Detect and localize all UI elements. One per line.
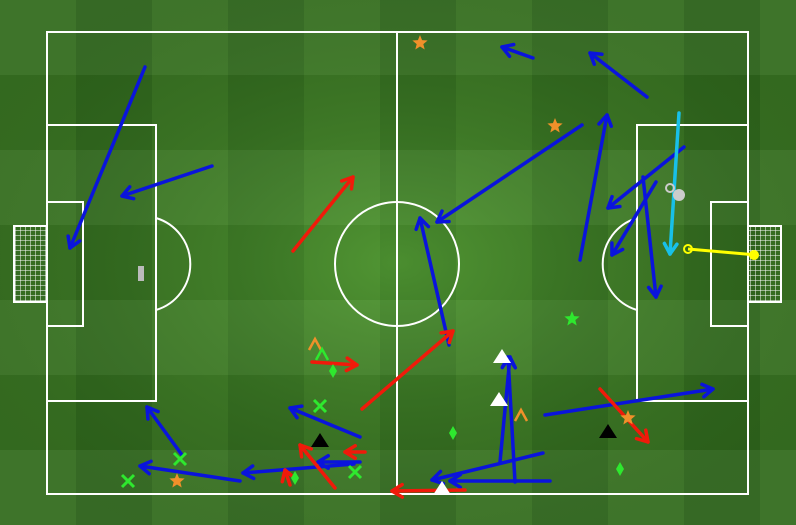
shot-origin bbox=[683, 244, 693, 254]
arrow-head bbox=[120, 185, 136, 201]
goal-net bbox=[747, 225, 782, 303]
tackle-marker bbox=[347, 464, 363, 480]
penalty-arc bbox=[601, 217, 638, 311]
grey-icon bbox=[673, 189, 685, 201]
arrow-head bbox=[390, 482, 405, 499]
star-marker bbox=[412, 35, 428, 50]
arrow-head bbox=[344, 356, 359, 373]
triangle-marker bbox=[490, 392, 508, 406]
star-marker bbox=[620, 410, 636, 425]
pass-arrow bbox=[578, 113, 609, 262]
triangle-marker bbox=[599, 424, 617, 438]
pass-arrow bbox=[610, 180, 658, 257]
pass-arrow bbox=[500, 45, 535, 60]
shot-end bbox=[749, 250, 759, 260]
arrow-head bbox=[500, 42, 516, 59]
arrow-head bbox=[610, 241, 625, 257]
pass-arrow bbox=[418, 216, 451, 347]
arrow-head bbox=[448, 472, 462, 490]
arrow-head bbox=[343, 443, 357, 461]
pass-arrow bbox=[390, 488, 467, 493]
pass-arrow bbox=[606, 145, 686, 210]
triangle-marker bbox=[493, 349, 511, 363]
pass-arrow bbox=[291, 175, 355, 253]
pass-arrow bbox=[668, 111, 681, 256]
goal-net bbox=[13, 225, 48, 303]
tackle-marker bbox=[312, 398, 328, 414]
arrow-head bbox=[430, 469, 446, 486]
diamond-marker bbox=[449, 426, 457, 440]
diamond-marker bbox=[291, 471, 299, 485]
arrow-head bbox=[316, 453, 330, 471]
center-circle bbox=[334, 201, 460, 327]
grey-marker bbox=[138, 266, 144, 281]
pass-arrow bbox=[68, 65, 147, 250]
arrow-head bbox=[439, 329, 455, 345]
pass-arrow bbox=[310, 360, 359, 367]
caret-marker bbox=[513, 407, 529, 422]
arrow-head bbox=[662, 241, 679, 256]
triangle-marker bbox=[311, 433, 329, 447]
pass-arrow bbox=[641, 175, 658, 299]
arrow-head bbox=[700, 382, 715, 399]
arrow-head bbox=[646, 284, 663, 299]
arrow-head bbox=[435, 209, 451, 224]
star-marker bbox=[547, 118, 563, 133]
pass-arrow bbox=[430, 451, 545, 482]
triangle-marker bbox=[433, 481, 451, 495]
star-marker bbox=[169, 473, 185, 488]
arrow-head bbox=[280, 468, 296, 484]
diamond-marker bbox=[616, 462, 624, 476]
arrow-head bbox=[288, 404, 304, 420]
pass-arrow bbox=[360, 329, 455, 411]
arrow-head bbox=[414, 216, 431, 232]
arrow-head bbox=[298, 443, 314, 459]
pass-arrow bbox=[241, 462, 356, 475]
arrow-head bbox=[66, 234, 82, 250]
pass-arrow bbox=[435, 123, 584, 224]
grey-icon bbox=[665, 183, 675, 193]
arrow-head bbox=[339, 175, 355, 191]
tackle-marker bbox=[120, 473, 136, 489]
shot-line bbox=[687, 247, 758, 257]
pass-arrow bbox=[288, 406, 362, 439]
pass-arrow bbox=[145, 405, 184, 457]
arrow-head bbox=[138, 459, 153, 476]
diamond-marker bbox=[329, 364, 337, 378]
pass-arrow bbox=[138, 464, 242, 483]
arrow-head bbox=[597, 113, 614, 128]
penalty-arc bbox=[155, 217, 192, 311]
pass-arrow bbox=[298, 443, 337, 490]
arrow-head bbox=[501, 355, 518, 370]
arrow-head bbox=[241, 464, 256, 481]
caret-marker bbox=[314, 346, 330, 361]
pass-arrow bbox=[543, 387, 715, 417]
tackle-marker bbox=[172, 451, 188, 467]
star-marker bbox=[564, 311, 580, 326]
caret-marker bbox=[307, 336, 323, 351]
pass-arrow bbox=[588, 51, 649, 99]
arrow-head bbox=[145, 405, 160, 421]
arrow-head bbox=[634, 428, 650, 444]
arrow-head bbox=[606, 194, 622, 210]
pass-arrow bbox=[120, 164, 214, 198]
pass-arrow bbox=[498, 355, 512, 464]
arrow-head bbox=[588, 51, 604, 66]
